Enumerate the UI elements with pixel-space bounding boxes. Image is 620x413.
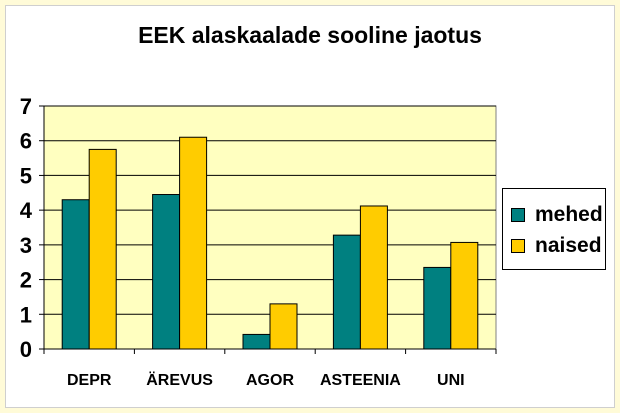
bar-mehed-agor [242, 333, 271, 350]
bar-naised-asteenia [359, 205, 388, 350]
legend-swatch-mehed [511, 208, 525, 222]
x-tick-label: UNI [437, 372, 465, 389]
legend-label-naised: naised [535, 234, 602, 257]
y-tick-label: 7 [20, 94, 32, 119]
y-tick-label: 1 [20, 302, 32, 327]
y-tick-label: 2 [20, 268, 32, 293]
y-tick-label: 3 [20, 233, 32, 258]
x-tick-label: AGOR [246, 372, 294, 389]
chart-title: EEK alaskaalade sooline jaotus [138, 22, 482, 48]
legend-item-naised: naised [511, 234, 602, 258]
bar-mehed-depr [61, 199, 90, 350]
bar-naised-agor [269, 303, 298, 350]
bar-naised-ärevus [179, 136, 208, 350]
bar-mehed-uni [423, 266, 452, 350]
bar-naised-uni [450, 241, 479, 350]
y-tick-label: 0 [20, 337, 32, 362]
bar-naised-depr [88, 148, 117, 350]
legend-swatch-naised [511, 239, 525, 253]
x-tick-label: ÄREVUS [146, 371, 213, 389]
legend: mehed naised [502, 188, 606, 270]
x-tick-label: ASTEENIA [320, 372, 401, 389]
legend-item-mehed: mehed [511, 203, 603, 227]
bar-mehed-asteenia [332, 234, 361, 350]
y-tick-label: 5 [20, 163, 32, 188]
legend-label-mehed: mehed [535, 203, 603, 226]
bar-mehed-ärevus [152, 194, 181, 350]
y-tick-label: 4 [20, 198, 33, 223]
x-tick-label: DEPR [67, 372, 112, 389]
y-tick-label: 6 [20, 129, 32, 154]
